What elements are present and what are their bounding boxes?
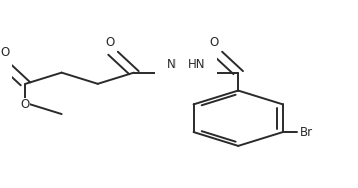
Text: O: O (209, 36, 218, 49)
Text: O: O (21, 98, 30, 111)
Text: HN: HN (188, 58, 205, 71)
Text: O: O (105, 36, 114, 49)
Text: O: O (0, 46, 9, 59)
Text: Br: Br (300, 126, 313, 139)
Text: NH: NH (167, 58, 184, 71)
